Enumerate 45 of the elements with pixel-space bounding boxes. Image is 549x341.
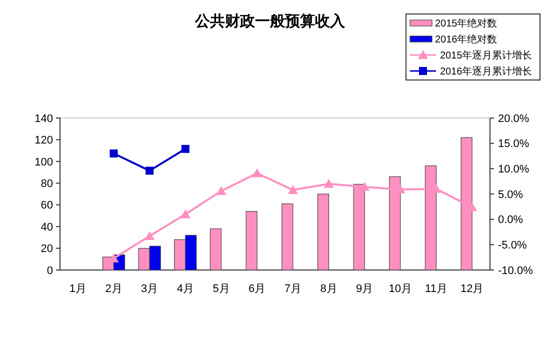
- x-tick-label: 7月: [284, 283, 302, 295]
- x-tick-label: 8月: [320, 283, 338, 295]
- point: [252, 168, 262, 178]
- x-tick-label: 11月: [425, 283, 448, 295]
- y-tick-label: 140: [34, 112, 53, 125]
- point: [144, 231, 155, 240]
- x-tick-label: 6月: [248, 283, 266, 295]
- bar: [282, 203, 294, 270]
- x-tick-label: 3月: [141, 283, 158, 295]
- bar: [317, 194, 330, 270]
- x-tick-label: 5月: [212, 283, 230, 295]
- point: [216, 186, 226, 195]
- y-tick-label: 80: [40, 178, 53, 190]
- x-tick-label: 9月: [356, 283, 374, 295]
- y-tick-label: 120: [34, 134, 53, 147]
- y-tick-label: 100: [34, 156, 53, 168]
- point: [324, 178, 334, 188]
- x-tick-label: 2月: [105, 283, 122, 295]
- chart-title: 公共财政一般预算收入: [194, 13, 346, 30]
- y2-tick-label: 10.0%: [498, 164, 530, 176]
- legend-label: 2016年逐月累计增长: [440, 66, 532, 78]
- y2-tick-label: 20.0%: [498, 112, 530, 125]
- y-tick-label: 60: [40, 200, 53, 212]
- legend-label: 2016年绝对数: [435, 34, 498, 46]
- y2-tick-label: 0.0%: [498, 214, 524, 226]
- x-tick-label: 12月: [460, 283, 484, 295]
- y2-tick-label: 15.0%: [498, 138, 530, 150]
- point: [288, 184, 298, 194]
- y2-tick-label: -10.0%: [498, 264, 534, 277]
- x-tick-label: 10月: [388, 283, 412, 295]
- bar: [246, 211, 258, 270]
- y2-tick-label: -5.0%: [498, 240, 527, 252]
- y-tick-label: 20: [40, 243, 53, 256]
- x-tick-label: 1月: [69, 283, 86, 295]
- point: [181, 144, 190, 153]
- point: [146, 166, 154, 175]
- y2-tick-label: 5.0%: [498, 188, 524, 201]
- bar: [210, 228, 222, 270]
- x-tick-label: 4月: [176, 283, 194, 295]
- y-tick-label: 40: [40, 221, 53, 234]
- legend-label: 2015年绝对数: [435, 18, 498, 30]
- point: [180, 209, 190, 218]
- y-tick-label: 0: [46, 264, 53, 277]
- legend-label: 2015年逐月累计增长: [440, 50, 532, 62]
- point: [110, 149, 118, 158]
